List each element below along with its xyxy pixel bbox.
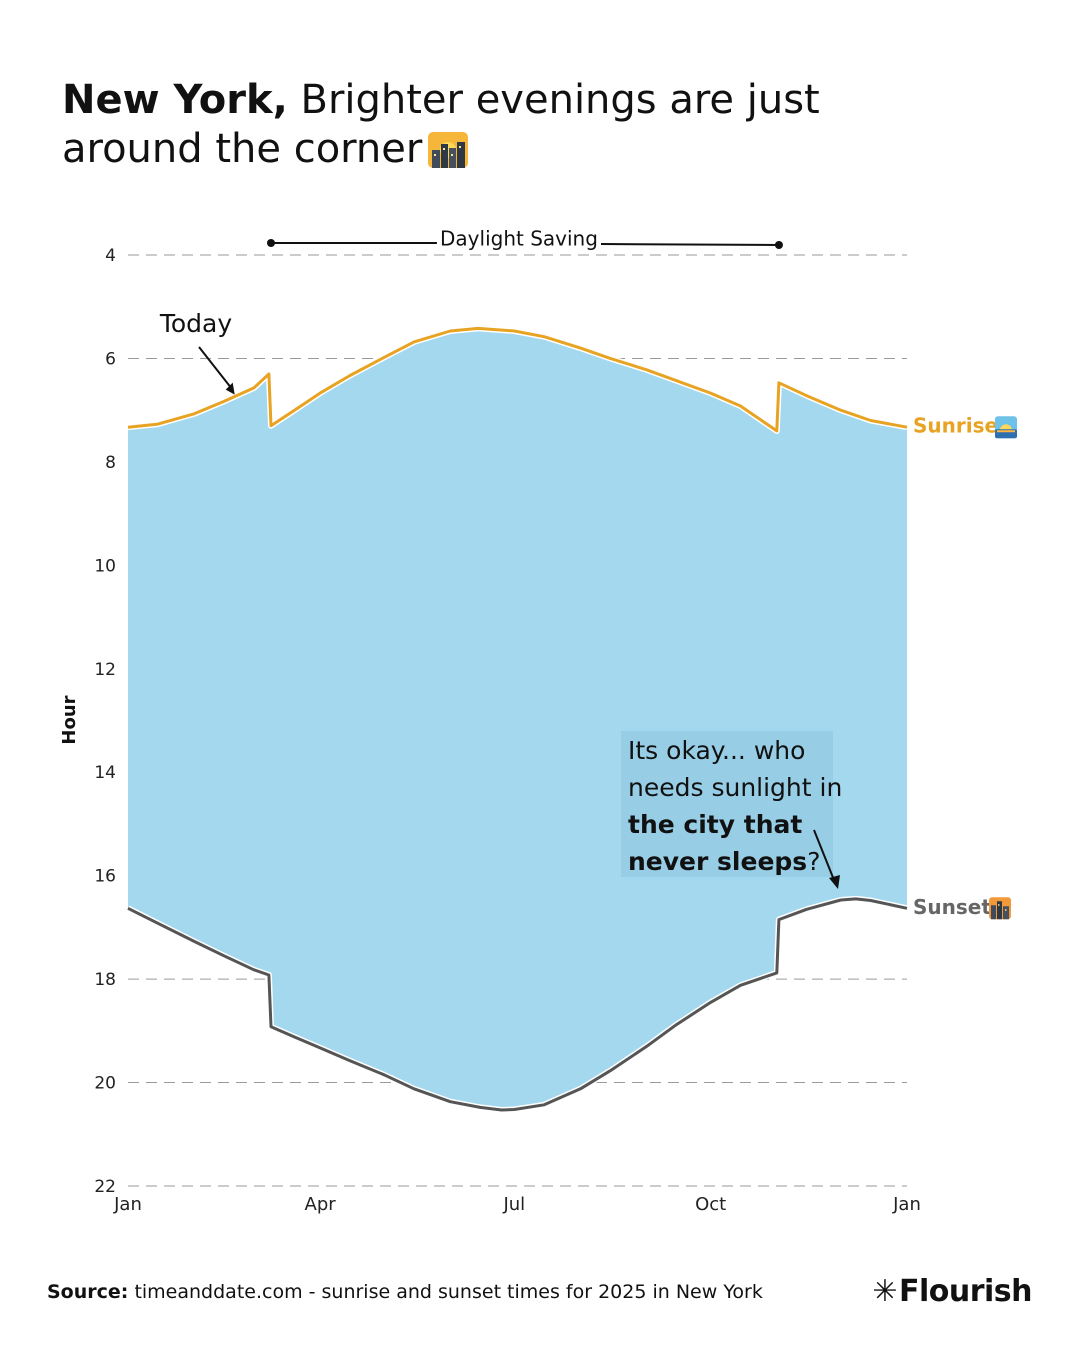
sunset-end-label: Sunset	[913, 895, 1011, 920]
y-tick-label: 22	[94, 1177, 116, 1197]
daylight-area	[128, 328, 907, 1110]
x-tick-label: Jan	[892, 1194, 921, 1215]
source-text: timeanddate.com - sunrise and sunset tim…	[134, 1281, 763, 1303]
dst-label: Daylight Saving	[440, 227, 598, 251]
x-tick-labels: Jan Apr Jul Oct Jan	[113, 1194, 921, 1215]
city-sunset-icon	[989, 897, 1011, 920]
today-arrowhead	[225, 382, 235, 395]
daylight-saving-annotation: Daylight Saving	[266, 227, 783, 253]
asterisk-icon: ✳	[872, 1274, 897, 1309]
chart-title: New York, Brighter evenings are just aro…	[62, 76, 962, 180]
today-arrow	[198, 346, 233, 390]
series-lines	[126, 325, 908, 1113]
source-note: Source: timeanddate.com - sunrise and su…	[47, 1281, 763, 1303]
x-tick-label: Oct	[695, 1194, 726, 1215]
note-annotation: Its okay... who needs sunlight in the ci…	[621, 731, 842, 889]
flourish-logo[interactable]: ✳Flourish	[872, 1274, 1032, 1309]
y-tick-label: 8	[105, 453, 116, 473]
sunrise-label: Sunrise	[913, 414, 998, 438]
y-axis-label: Hour	[59, 695, 80, 744]
y-tick-label: 4	[105, 246, 116, 266]
city-sunrise-icon	[428, 131, 469, 180]
dst-end-marker	[774, 241, 783, 249]
source-label: Source:	[47, 1281, 129, 1303]
sunrise-sunset-chart: 4 6 8 10 12 14 16 18 20 22 Jan Apr Jul Oct Jan Hour D…	[59, 227, 1017, 1215]
y-tick-label: 6	[105, 349, 116, 369]
today-annotation: Today	[159, 309, 235, 395]
dst-bracket-right	[600, 243, 779, 246]
note-arrow	[813, 829, 835, 881]
note-bold-phrase: never sleeps	[628, 847, 807, 876]
note-line-3: the city that	[628, 810, 802, 839]
title-text: Brighter evenings are just around the co…	[62, 77, 820, 172]
y-tick-label: 16	[94, 867, 116, 887]
y-tick-label: 20	[94, 1074, 116, 1094]
note-question-mark: ?	[807, 847, 820, 876]
y-tick-label: 14	[94, 763, 116, 783]
note-line-1: Its okay... who	[628, 736, 805, 765]
y-tick-label: 12	[94, 660, 116, 680]
y-tick-label: 10	[94, 556, 116, 576]
note-arrowhead	[829, 875, 840, 889]
note-line-2: needs sunlight in	[628, 773, 842, 802]
note-background	[621, 731, 833, 877]
dst-start-marker	[266, 239, 275, 247]
sunrise-icon	[995, 416, 1017, 439]
sunrise-end-label: Sunrise	[913, 414, 1017, 439]
dst-label-background	[436, 227, 601, 253]
y-tick-label: 18	[94, 970, 116, 990]
note-line-4: never sleeps?	[628, 847, 820, 876]
sunrise-line	[127, 326, 908, 433]
title-city: New York,	[62, 77, 288, 123]
brand-name: Flourish	[898, 1274, 1033, 1309]
daylight-band	[128, 328, 907, 1110]
sunset-label: Sunset	[913, 895, 991, 919]
sunset-line	[127, 897, 908, 1112]
x-tick-label: Apr	[305, 1194, 337, 1215]
x-tick-label: Jul	[502, 1194, 525, 1215]
today-label: Today	[159, 309, 233, 338]
x-tick-label: Jan	[113, 1194, 142, 1215]
y-tick-labels: 4 6 8 10 12 14 16 18 20 22	[94, 246, 116, 1197]
